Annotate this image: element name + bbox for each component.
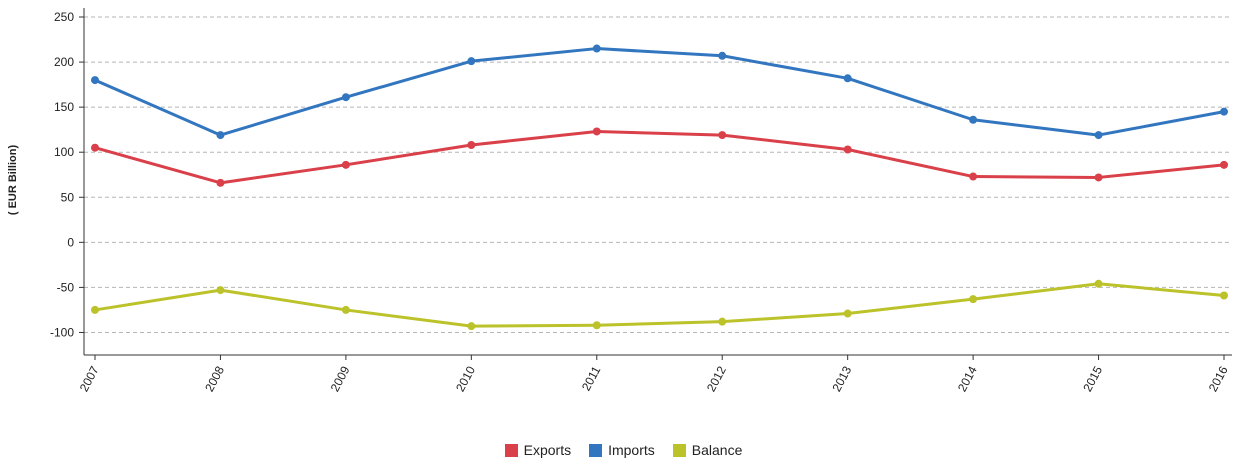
balance-point: [1220, 291, 1228, 300]
y-tick-label: 250: [54, 10, 74, 24]
series-points: [91, 44, 1228, 331]
balance-point: [592, 321, 601, 330]
y-tick-label: 50: [61, 190, 75, 204]
x-tick-label: 2009: [328, 364, 353, 394]
series-lines: [94, 47, 1225, 328]
balance-point: [1094, 279, 1103, 288]
x-tick-label: 2012: [704, 364, 729, 394]
x-tick-label: 2014: [955, 364, 980, 394]
axes: [83, 8, 1232, 356]
exports-point: [467, 140, 476, 149]
legend-label: Imports: [608, 442, 655, 458]
legend-swatch: [504, 443, 518, 457]
exports-point: [91, 143, 99, 152]
x-tick-label: 2013: [829, 364, 854, 394]
y-tick-label: 200: [54, 55, 74, 69]
balance-line: [94, 282, 1225, 328]
imports-point: [1220, 107, 1228, 116]
imports-point: [843, 74, 852, 83]
balance-point: [718, 317, 727, 326]
exports-point: [843, 145, 852, 154]
balance-point: [969, 295, 978, 304]
x-tick-label: 2015: [1080, 364, 1105, 394]
exports-point: [718, 131, 727, 140]
x-tick-label: 2008: [202, 364, 227, 394]
x-tick-label: 2016: [1206, 364, 1231, 394]
y-axis-ticks: 250 200 150 100 50 0 -50 -100: [50, 10, 84, 339]
imports-point: [969, 115, 978, 124]
x-tick-label: 2007: [77, 364, 102, 394]
imports-point: [467, 57, 476, 66]
legend: Exports Imports Balance: [0, 440, 1247, 460]
balance-point: [216, 286, 225, 295]
y-tick-label: 100: [54, 145, 74, 159]
legend-item-exports[interactable]: Exports: [504, 442, 572, 458]
imports-point: [216, 131, 225, 140]
imports-point: [592, 44, 601, 53]
imports-point: [718, 51, 727, 60]
x-tick-label: 2011: [579, 364, 604, 394]
x-axis-ticks: 2007 2008 2009 2010 2011 2012 2013 2014 2015 2016: [77, 355, 1231, 394]
exports-point: [341, 160, 350, 169]
y-tick-label: 0: [67, 235, 74, 249]
exports-point: [216, 178, 225, 187]
balance-point: [341, 305, 350, 314]
exports-point: [1220, 160, 1228, 169]
imports-line: [94, 47, 1225, 137]
legend-item-imports[interactable]: Imports: [589, 442, 655, 458]
y-tick-label: -50: [57, 280, 75, 294]
balance-point: [467, 322, 476, 331]
imports-point: [341, 93, 350, 102]
exports-point: [1094, 173, 1103, 182]
imports-point: [1094, 131, 1103, 140]
legend-label: Balance: [691, 442, 743, 458]
balance-point: [843, 309, 852, 318]
legend-swatch: [589, 443, 603, 457]
exports-line: [94, 129, 1225, 185]
balance-point: [91, 305, 99, 314]
legend-item-balance[interactable]: Balance: [672, 442, 743, 458]
legend-swatch: [672, 443, 686, 457]
y-axis-label: ( EUR Billion): [7, 145, 19, 216]
y-tick-label: -100: [50, 325, 74, 339]
y-tick-label: 150: [54, 100, 74, 114]
exports-point: [592, 127, 601, 136]
exports-point: [969, 172, 978, 181]
legend-label: Exports: [523, 442, 572, 458]
grid-lines: [84, 16, 1232, 333]
x-tick-label: 2010: [453, 364, 478, 394]
imports-point: [91, 76, 99, 85]
